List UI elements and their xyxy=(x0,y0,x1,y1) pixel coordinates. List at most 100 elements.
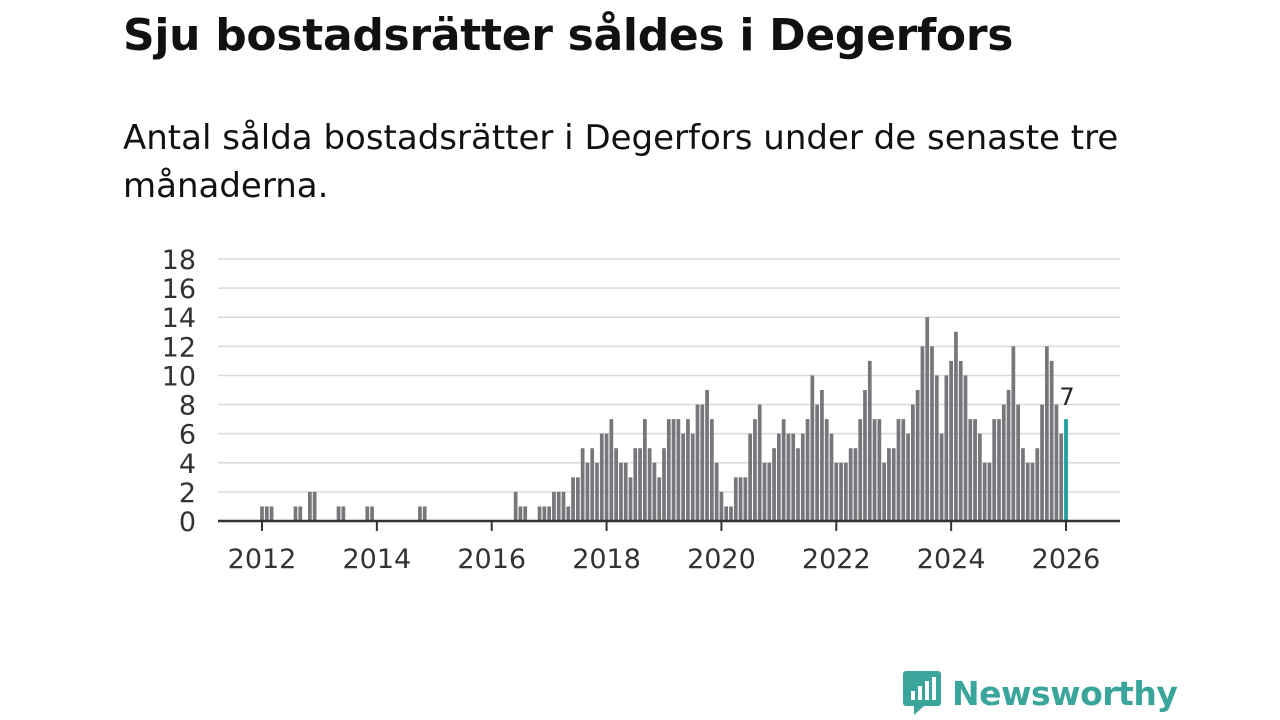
bar xyxy=(513,491,518,521)
bar xyxy=(307,491,312,521)
bar xyxy=(963,375,968,521)
bar xyxy=(925,317,930,521)
x-tick-label: 2024 xyxy=(917,544,986,575)
bar xyxy=(748,433,753,521)
bar xyxy=(671,419,676,521)
bar xyxy=(599,433,604,521)
bar xyxy=(547,506,552,521)
bar xyxy=(973,419,977,521)
bar xyxy=(1054,404,1059,521)
bar xyxy=(882,462,887,521)
bar xyxy=(800,433,805,521)
bar xyxy=(896,419,901,521)
bar xyxy=(561,491,566,521)
y-tick-label: 0 xyxy=(179,507,196,538)
y-tick-label: 4 xyxy=(179,449,196,480)
bar xyxy=(772,448,776,521)
bar xyxy=(666,419,671,521)
bar xyxy=(623,462,628,521)
bar xyxy=(1011,346,1016,521)
bar xyxy=(595,462,599,521)
bar xyxy=(824,419,829,521)
bar xyxy=(1006,390,1011,521)
y-tick-label: 14 xyxy=(162,303,196,334)
bar xyxy=(705,390,709,521)
bar xyxy=(719,491,724,521)
bar xyxy=(1025,462,1030,521)
bar xyxy=(523,506,528,521)
bar xyxy=(738,477,743,521)
bar xyxy=(781,419,786,521)
bar xyxy=(867,360,872,521)
bar xyxy=(1040,404,1044,521)
bar xyxy=(853,448,858,521)
bar xyxy=(944,375,949,521)
bar xyxy=(786,433,791,521)
bar xyxy=(858,419,863,521)
bar xyxy=(729,506,733,521)
bar xyxy=(815,404,820,521)
bar xyxy=(556,491,561,521)
bar xyxy=(843,462,848,521)
bar xyxy=(422,506,427,521)
bar xyxy=(791,433,796,521)
bar xyxy=(298,506,303,521)
bar xyxy=(652,462,657,521)
bar xyxy=(954,331,958,521)
bar xyxy=(614,448,619,521)
bar xyxy=(571,477,575,521)
bar xyxy=(609,419,614,521)
bar xyxy=(714,462,719,521)
bar xyxy=(690,433,695,521)
bar xyxy=(872,419,877,521)
bar xyxy=(767,462,772,521)
bars xyxy=(260,317,1068,521)
bar xyxy=(834,462,839,521)
bar xyxy=(968,419,973,521)
bar-highlight xyxy=(1064,419,1068,521)
bar xyxy=(638,448,642,521)
bar xyxy=(341,506,346,521)
bar xyxy=(647,448,652,521)
bar xyxy=(839,462,843,521)
bar xyxy=(312,491,317,521)
bar xyxy=(633,448,638,521)
y-tick-label: 2 xyxy=(179,478,196,509)
bar xyxy=(805,419,810,521)
bar xyxy=(910,404,915,521)
x-tick-label: 2016 xyxy=(457,544,526,575)
bar xyxy=(949,360,954,521)
bar xyxy=(1021,448,1025,521)
bar xyxy=(757,404,762,521)
bar xyxy=(829,433,834,521)
chart-title: Sju bostadsrätter såldes i Degerfors xyxy=(123,10,1014,61)
bar xyxy=(590,448,595,521)
y-tick-label: 8 xyxy=(179,391,196,422)
bar xyxy=(939,433,944,521)
bar xyxy=(585,462,590,521)
bar xyxy=(1035,448,1040,521)
x-tick-label: 2026 xyxy=(1032,544,1101,575)
bar xyxy=(958,360,963,521)
bar xyxy=(575,477,580,521)
bar xyxy=(537,506,542,521)
y-tick-label: 6 xyxy=(179,420,196,451)
bar xyxy=(901,419,906,521)
bar xyxy=(700,404,705,521)
x-tick-label: 2020 xyxy=(687,544,756,575)
bar xyxy=(542,506,547,521)
bar xyxy=(518,506,523,521)
bar xyxy=(743,477,748,521)
bar xyxy=(982,462,987,521)
y-tick-label: 10 xyxy=(162,361,196,392)
bar xyxy=(695,404,700,521)
bar xyxy=(820,390,824,521)
bar xyxy=(418,506,422,521)
bar xyxy=(733,477,738,521)
bar xyxy=(934,375,939,521)
bar xyxy=(863,390,867,521)
bar xyxy=(642,419,647,521)
bar xyxy=(619,462,623,521)
